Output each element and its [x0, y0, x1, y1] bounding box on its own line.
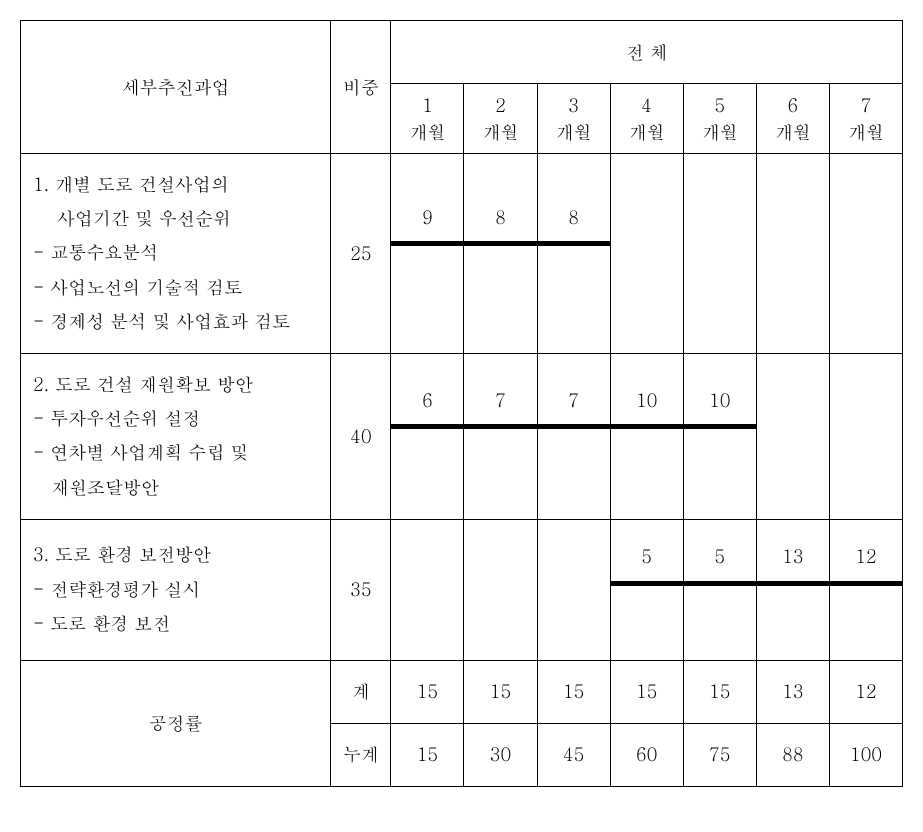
footer-sub2: 누계	[331, 723, 391, 786]
gantt-bar	[683, 581, 757, 586]
gantt-bar	[610, 424, 684, 429]
gantt-cell	[756, 353, 829, 519]
gantt-cell: 7	[464, 353, 537, 519]
gantt-cell: 8	[464, 154, 537, 354]
header-month-7: 7개월	[829, 84, 902, 154]
gantt-cell: 12	[829, 519, 902, 660]
header-month-2: 2개월	[464, 84, 537, 154]
header-weight: 비중	[331, 21, 391, 154]
gantt-cell: 10	[610, 353, 683, 519]
gantt-value: 6	[391, 388, 463, 417]
footer-cell: 45	[537, 723, 610, 786]
footer-row-total: 공정률 계 15 15 15 15 15 13 12	[21, 660, 903, 723]
gantt-bar	[829, 581, 902, 586]
task-label: 1. 개별 도로 건설사업의 사업기간 및 우선순위- 교통수요분석- 사업노선…	[21, 154, 331, 354]
footer-cell: 12	[829, 660, 902, 723]
footer-cell: 15	[391, 660, 464, 723]
gantt-bar	[463, 241, 537, 246]
footer-sub1: 계	[331, 660, 391, 723]
gantt-cell: 10	[683, 353, 756, 519]
gantt-cell: 7	[537, 353, 610, 519]
header-task: 세부추진과업	[21, 21, 331, 154]
footer-cell: 15	[391, 723, 464, 786]
gantt-cell	[829, 353, 902, 519]
gantt-value: 8	[464, 205, 536, 234]
gantt-cell: 8	[537, 154, 610, 354]
gantt-value: 5	[684, 544, 756, 573]
gantt-value: 5	[611, 544, 683, 573]
gantt-value: 7	[464, 388, 536, 417]
footer-cell: 30	[464, 723, 537, 786]
table-row: 1. 개별 도로 건설사업의 사업기간 및 우선순위- 교통수요분석- 사업노선…	[21, 154, 903, 354]
gantt-cell	[756, 154, 829, 354]
gantt-bar	[611, 581, 684, 586]
footer-cell: 100	[829, 723, 902, 786]
gantt-value: 10	[611, 388, 683, 417]
footer-cell: 15	[610, 660, 683, 723]
header-month-4: 4개월	[610, 84, 683, 154]
footer-cell: 15	[537, 660, 610, 723]
gantt-bar	[683, 424, 756, 429]
header-overall: 전 체	[391, 21, 903, 84]
gantt-bar	[537, 424, 611, 429]
schedule-table: 세부추진과업 비중 전 체 1개월 2개월 3개월 4개월 5개월 6개월 7개…	[20, 20, 903, 787]
header-month-1: 1개월	[391, 84, 464, 154]
task-label: 3. 도로 환경 보전방안- 전략환경평가 실시- 도로 환경 보전	[21, 519, 331, 660]
footer-cell: 15	[464, 660, 537, 723]
gantt-value: 13	[757, 544, 829, 573]
gantt-value: 10	[684, 388, 756, 417]
footer-label: 공정률	[21, 660, 331, 786]
footer-cell: 75	[683, 723, 756, 786]
gantt-cell	[537, 519, 610, 660]
footer-cell: 60	[610, 723, 683, 786]
gantt-bar	[463, 424, 537, 429]
gantt-cell	[391, 519, 464, 660]
gantt-bar	[756, 581, 830, 586]
table-row: 3. 도로 환경 보전방안- 전략환경평가 실시- 도로 환경 보전 35 5 …	[21, 519, 903, 660]
table-row: 2. 도로 건설 재원확보 방안- 투자우선순위 설정- 연차별 사업계획 수립…	[21, 353, 903, 519]
gantt-cell: 13	[756, 519, 829, 660]
gantt-bar	[391, 424, 464, 429]
gantt-cell	[683, 154, 756, 354]
footer-cell: 15	[683, 660, 756, 723]
header-month-5: 5개월	[683, 84, 756, 154]
gantt-value: 8	[538, 205, 610, 234]
task-label: 2. 도로 건설 재원확보 방안- 투자우선순위 설정- 연차별 사업계획 수립…	[21, 353, 331, 519]
gantt-cell	[829, 154, 902, 354]
gantt-cell: 6	[391, 353, 464, 519]
header-month-3: 3개월	[537, 84, 610, 154]
gantt-cell	[464, 519, 537, 660]
task-weight: 25	[331, 154, 391, 354]
footer-cell: 88	[756, 723, 829, 786]
task-weight: 40	[331, 353, 391, 519]
gantt-cell	[610, 154, 683, 354]
gantt-cell: 9	[391, 154, 464, 354]
gantt-value: 9	[391, 205, 463, 234]
task-weight: 35	[331, 519, 391, 660]
gantt-cell: 5	[683, 519, 756, 660]
gantt-cell: 5	[610, 519, 683, 660]
gantt-value: 7	[538, 388, 610, 417]
gantt-value: 12	[830, 544, 902, 573]
gantt-bar	[391, 241, 464, 246]
gantt-bar	[537, 241, 610, 246]
header-month-6: 6개월	[756, 84, 829, 154]
footer-cell: 13	[756, 660, 829, 723]
